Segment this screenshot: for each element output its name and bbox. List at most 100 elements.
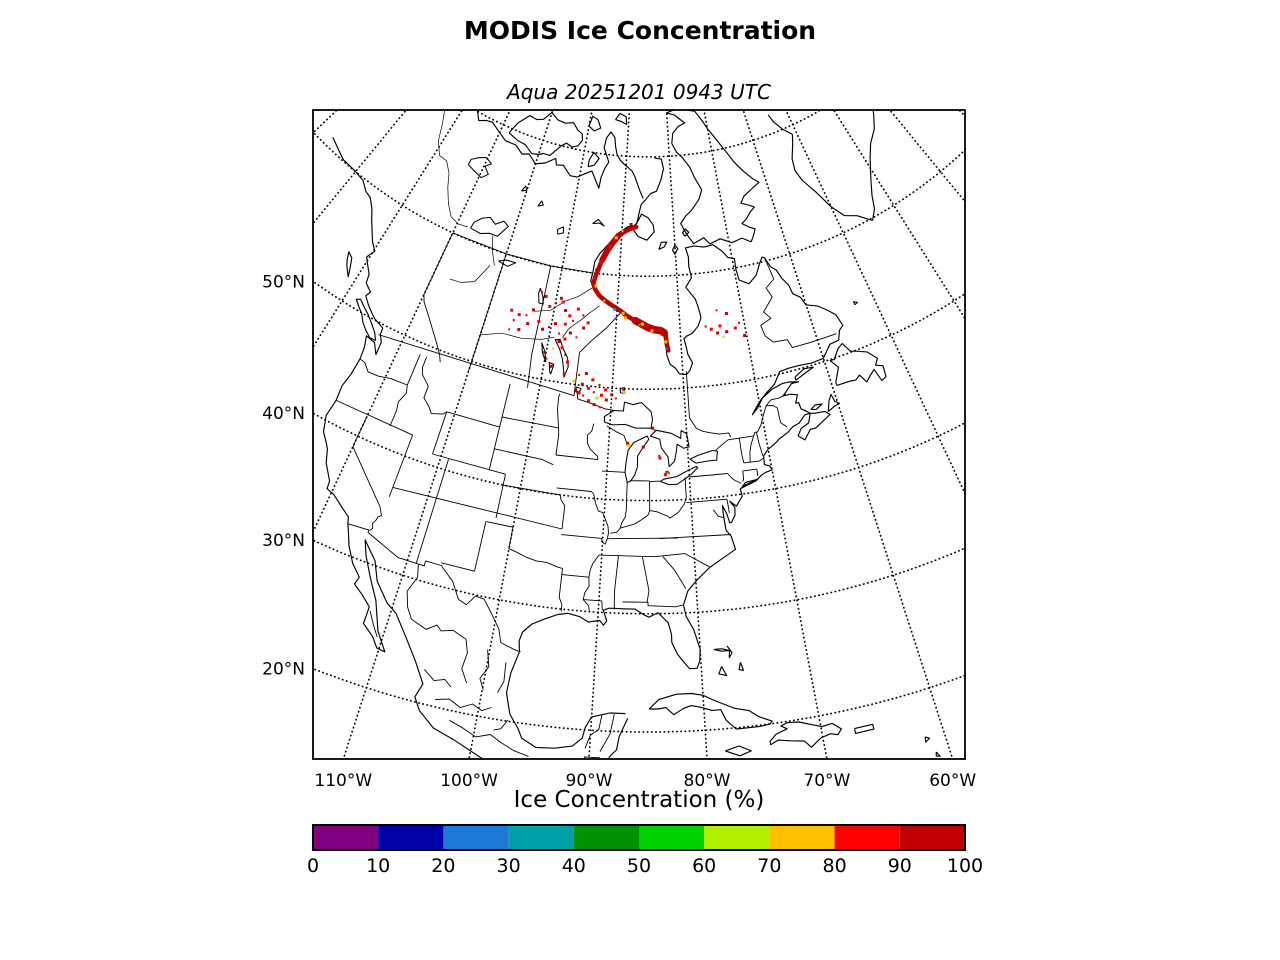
border-line	[712, 509, 724, 519]
graticule-parallel	[313, 667, 965, 733]
border-line	[335, 399, 414, 436]
border-line	[424, 669, 452, 688]
border-line	[442, 567, 521, 653]
ice-point	[572, 379, 576, 383]
border-line	[598, 554, 655, 558]
ice-point	[603, 254, 606, 257]
ice-point	[532, 308, 535, 312]
ice-point	[512, 319, 515, 322]
ice-point	[733, 326, 737, 330]
coastline	[671, 244, 679, 255]
border-line	[726, 499, 730, 514]
ice-point	[575, 336, 578, 339]
ice-point	[510, 308, 514, 312]
river-line	[449, 265, 491, 283]
coastline	[615, 112, 628, 126]
colorbar-segment	[378, 825, 444, 850]
border-line	[606, 425, 628, 444]
lake-outline	[603, 401, 654, 429]
coastline	[794, 366, 814, 381]
graticule	[313, 110, 965, 759]
ice-point	[525, 314, 528, 317]
coastline	[738, 662, 745, 671]
ice-point	[653, 429, 656, 432]
border-line	[369, 506, 382, 532]
coastline	[476, 110, 644, 199]
colorbar-tick-label: 30	[497, 855, 521, 877]
coastline	[935, 751, 941, 757]
border-line	[586, 423, 599, 460]
coastline	[713, 648, 731, 652]
border-line	[593, 493, 609, 539]
border-line	[467, 253, 507, 373]
ice-point	[613, 238, 616, 242]
ice-point	[603, 299, 606, 302]
border-line	[432, 411, 448, 455]
ice-point	[658, 456, 662, 460]
border-line	[579, 311, 622, 353]
border-line	[556, 487, 594, 495]
ice-point	[571, 319, 574, 322]
border-line	[347, 523, 444, 569]
river-line	[480, 332, 555, 340]
ice-point	[580, 382, 584, 386]
colorbar-tick-label: 10	[366, 855, 390, 877]
ice-point	[610, 393, 614, 397]
colorbar-segment	[704, 825, 770, 850]
ice-point	[582, 314, 585, 317]
ice-point	[566, 360, 569, 364]
river-line	[491, 235, 495, 266]
ice-point	[582, 326, 586, 330]
lon-tick-label: 60°W	[929, 771, 976, 791]
ice-point	[594, 284, 598, 288]
border-line	[497, 662, 507, 693]
lake-outline	[521, 185, 528, 192]
ice-point	[614, 397, 617, 400]
political-borders	[335, 232, 837, 759]
graticule-meridian	[957, 110, 965, 117]
ice-point	[541, 291, 544, 294]
lake-outline	[467, 156, 492, 179]
ice-point	[640, 322, 644, 326]
coastline	[829, 342, 887, 387]
graticule-parallel	[313, 130, 965, 278]
colorbar-segment	[508, 825, 574, 850]
ice-point	[537, 320, 541, 323]
graticule-meridian	[313, 110, 464, 349]
lake-outline	[470, 216, 509, 237]
lake-outline	[689, 449, 718, 464]
ice-point	[544, 294, 548, 298]
graticule-meridian	[784, 110, 965, 496]
ice-point	[587, 399, 591, 403]
colorbar-tick-label: 0	[307, 855, 319, 877]
lake-outline	[660, 465, 699, 486]
coastline	[681, 228, 690, 237]
ice-point	[582, 394, 585, 397]
ice-point	[650, 329, 654, 333]
coastline	[718, 666, 728, 677]
border-line	[359, 358, 408, 386]
coastline	[355, 298, 377, 342]
lake-outline	[538, 288, 544, 305]
border-line	[689, 473, 728, 478]
colorbar-segment	[443, 825, 509, 850]
colorbar-tick-label: 40	[562, 855, 586, 877]
ice-point	[593, 276, 595, 279]
coastline	[588, 115, 602, 132]
ice-point	[564, 353, 567, 356]
ice-point	[549, 364, 553, 368]
colorbar-segment	[313, 825, 379, 850]
ice-point	[578, 373, 581, 376]
coastline	[769, 721, 842, 748]
river-line	[438, 110, 469, 228]
border-line	[558, 568, 563, 612]
river-line	[534, 287, 593, 312]
lake-outline	[554, 338, 569, 378]
lon-tick-label: 90°W	[566, 771, 613, 791]
graticule-meridian	[888, 110, 965, 203]
colorbar-tick-label: 20	[431, 855, 455, 877]
figure-subtitle: Aqua 20251201 0943 UTC	[505, 80, 771, 104]
border-line	[555, 454, 599, 461]
ice-point	[664, 340, 668, 344]
